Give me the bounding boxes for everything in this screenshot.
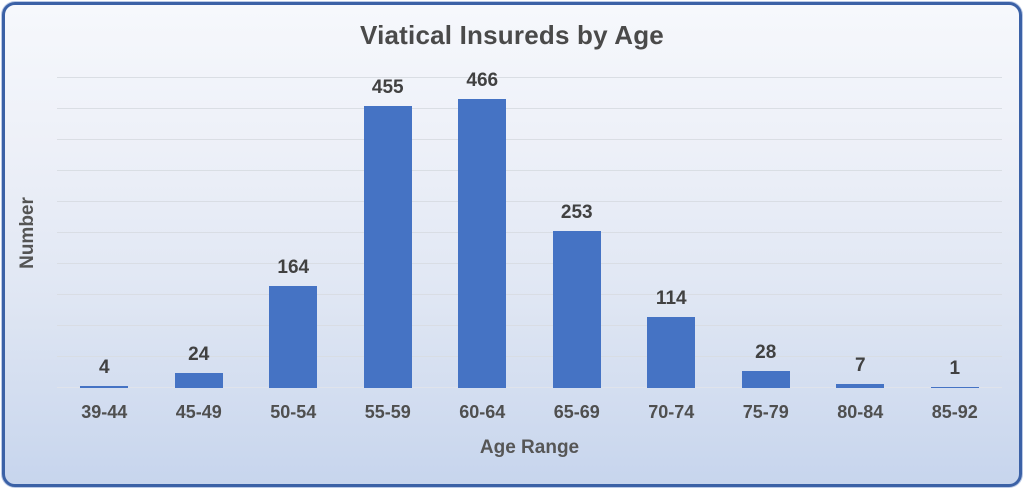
y-axis-title: Number — [15, 78, 41, 388]
category-label-80-84: 80-84 — [837, 402, 884, 422]
category-label-70-74: 70-74 — [648, 402, 695, 422]
gridline — [57, 108, 1002, 109]
data-label-55-59: 455 — [371, 76, 404, 98]
x-axis-category-labels: 39-44 45-49 50-54 55-59 60-64 65-69 70-74 75-79… — [57, 402, 1002, 426]
category-label-50-54: 50-54 — [270, 402, 317, 422]
bar-85-92 — [930, 387, 979, 388]
data-label-70-74: 114 — [655, 288, 687, 310]
bar-55-59 — [363, 105, 412, 388]
data-label-50-54: 164 — [277, 257, 310, 279]
data-label-65-69: 253 — [560, 202, 593, 224]
gridline — [57, 77, 1002, 78]
bar-60-64 — [458, 99, 507, 388]
data-label-75-79: 28 — [755, 341, 777, 363]
gridline — [57, 325, 1002, 326]
bar-65-69 — [552, 231, 601, 388]
category-label-45-49: 45-49 — [175, 402, 222, 422]
category-label-39-44: 39-44 — [81, 402, 128, 422]
x-axis-title: Age Range — [479, 437, 580, 458]
data-label-85-92: 1 — [949, 358, 961, 380]
bar-80-84 — [836, 383, 885, 388]
chart-title: Viatical Insureds by Age — [360, 20, 664, 50]
gridline — [57, 356, 1002, 357]
category-label-60-64: 60-64 — [459, 402, 506, 422]
data-label-45-49: 24 — [188, 344, 210, 366]
data-label-60-64: 466 — [466, 70, 499, 92]
bar-50-54 — [269, 286, 318, 388]
gridline — [57, 232, 1002, 233]
gridline — [57, 201, 1002, 202]
data-label-80-84: 7 — [854, 354, 866, 376]
bar-75-79 — [741, 370, 790, 388]
bar-39-44 — [80, 385, 129, 388]
category-label-55-59: 55-59 — [364, 402, 411, 422]
gridline — [57, 170, 1002, 171]
bar-45-49 — [174, 373, 223, 388]
x-axis-line — [57, 387, 1002, 388]
bar-70-74 — [647, 317, 696, 388]
category-label-65-69: 65-69 — [553, 402, 600, 422]
y-axis-title-text: Number — [17, 197, 39, 269]
category-label-85-92: 85-92 — [931, 402, 978, 422]
category-label-75-79: 75-79 — [742, 402, 789, 422]
plot-area: 4 24 164 455 466 253 114 28 7 1 — [57, 70, 1002, 388]
gridline — [57, 294, 1002, 295]
gridline — [57, 263, 1002, 264]
gridline — [57, 139, 1002, 140]
data-label-39-44: 4 — [98, 356, 110, 378]
